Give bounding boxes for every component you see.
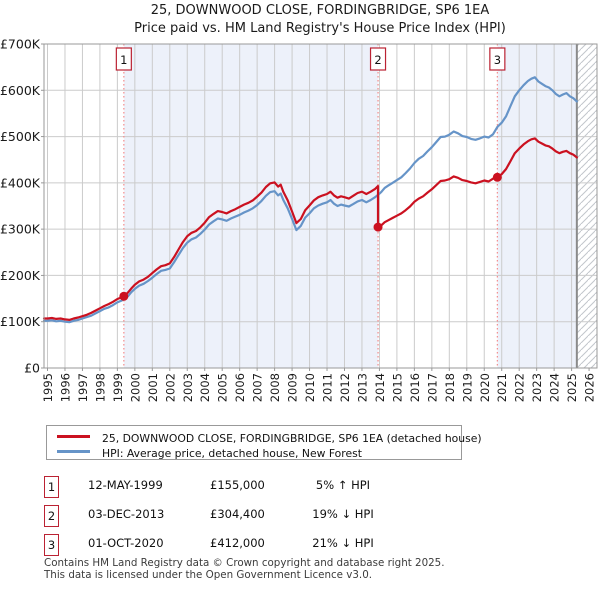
transaction-2-date: 03-DEC-2013 xyxy=(88,507,165,521)
transaction-3-numbox: 3 xyxy=(44,534,59,556)
y-tick-label: £500K xyxy=(0,129,41,144)
y-tick-label: £400K xyxy=(0,175,41,190)
x-tick-label: 2021 xyxy=(495,373,509,402)
x-tick-label: 1998 xyxy=(93,373,107,402)
x-tick-label: 1996 xyxy=(58,373,72,402)
x-tick-label: 2003 xyxy=(181,373,195,402)
y-tick-label: £300K xyxy=(0,222,41,237)
transaction-1-price: £155,000 xyxy=(210,478,265,492)
x-tick-label: 2024 xyxy=(548,373,562,402)
x-tick-label: 2008 xyxy=(268,373,282,402)
sale-point-dot xyxy=(492,172,502,182)
x-tick-label: 2017 xyxy=(425,373,439,402)
transaction-3-price: £412,000 xyxy=(210,536,265,550)
transaction-row-2: 2 03-DEC-2013 £304,400 19% ↓ HPI xyxy=(0,505,600,528)
sale-marker-number: 2 xyxy=(374,53,381,67)
hpi-line xyxy=(42,76,578,324)
transaction-2-hpi-diff: 19% ↓ HPI xyxy=(312,507,374,521)
x-tick-label: 2009 xyxy=(286,373,300,402)
hpi-line-swatch xyxy=(57,449,90,453)
legend-row-property: 25, DOWNWOOD CLOSE, FORDINGBRIDGE, SP6 1… xyxy=(47,429,482,445)
transaction-1-hpi-diff: 5% ↑ HPI xyxy=(315,478,371,492)
y-tick-label: £0 xyxy=(24,361,40,376)
sale-marker-box xyxy=(489,47,506,71)
x-tick-label: 2013 xyxy=(355,373,369,402)
chart-subtitle: Price paid vs. HM Land Registry's House … xyxy=(134,21,506,36)
chart-legend: 25, DOWNWOOD CLOSE, FORDINGBRIDGE, SP6 1… xyxy=(46,425,482,460)
legend-label-property: 25, DOWNWOOD CLOSE, FORDINGBRIDGE, SP6 1… xyxy=(102,432,482,445)
chart-title: 25, DOWNWOOD CLOSE, FORDINGBRIDGE, SP6 1… xyxy=(150,3,490,18)
sale-point-dot xyxy=(373,222,383,232)
x-tick-label: 2016 xyxy=(408,373,422,402)
transaction-3-date: 01-OCT-2020 xyxy=(88,536,164,550)
y-tick-label: £200K xyxy=(0,268,41,283)
y-tick-label: £100K xyxy=(0,314,41,329)
legend-label-hpi: HPI: Average price, detached house, New … xyxy=(102,447,362,460)
x-tick-label: 1997 xyxy=(76,373,90,402)
transaction-row-3: 3 01-OCT-2020 £412,000 21% ↓ HPI xyxy=(0,534,600,557)
sale-marker-box xyxy=(369,47,387,71)
x-tick-label: 2025 xyxy=(565,373,579,402)
x-tick-label: 2000 xyxy=(128,373,142,402)
x-tick-label: 2026 xyxy=(583,373,597,402)
plot-border xyxy=(43,43,598,369)
transaction-2-numbox: 2 xyxy=(44,505,59,527)
x-tick-label: 2018 xyxy=(443,373,457,402)
transaction-1-numbox: 1 xyxy=(44,476,59,498)
transaction-3-hpi-diff: 21% ↓ HPI xyxy=(312,536,374,550)
x-tick-label: 2001 xyxy=(146,373,160,402)
x-tick-label: 1995 xyxy=(41,373,55,402)
future-hatch-region xyxy=(576,44,597,368)
sale-marker-number: 3 xyxy=(494,53,501,67)
y-tick-label: £600K xyxy=(0,83,41,98)
x-tick-label: 2005 xyxy=(216,373,230,402)
x-tick-label: 2006 xyxy=(233,373,247,402)
x-tick-label: 2019 xyxy=(460,373,474,402)
x-tick-label: 2015 xyxy=(390,373,404,402)
sale-marker-box xyxy=(115,47,132,71)
license-line-2: This data is licensed under the Open Gov… xyxy=(44,568,373,581)
x-tick-label: 2020 xyxy=(478,373,492,402)
price-chart: 1 2 3 £0 £100K £200K £300K £400K £500K £600K £700K… xyxy=(0,37,598,402)
license-line-1: Contains HM Land Registry data © Crown c… xyxy=(44,557,445,569)
x-tick-label: 2002 xyxy=(163,373,177,402)
x-tick-label: 2007 xyxy=(251,373,265,402)
y-tick-label: £700K xyxy=(0,37,41,52)
sale-point-dot xyxy=(119,291,129,301)
x-tick-label: 2010 xyxy=(303,373,317,402)
license-note: Contains HM Land Registry data © Crown c… xyxy=(44,557,445,581)
x-tick-label: 2023 xyxy=(530,373,544,402)
sale-marker-number: 1 xyxy=(120,53,127,67)
property-line-swatch xyxy=(57,434,90,438)
legend-row-hpi: HPI: Average price, detached house, New … xyxy=(47,444,461,460)
x-tick-label: 2011 xyxy=(321,373,335,402)
transaction-2-price: £304,400 xyxy=(210,507,265,521)
x-tick-label: 1999 xyxy=(111,373,125,402)
x-tick-label: 2004 xyxy=(198,373,212,402)
transaction-row-1: 1 12-MAY-1999 £155,000 5% ↑ HPI xyxy=(0,476,600,499)
x-tick-label: 2022 xyxy=(513,373,527,402)
transaction-1-date: 12-MAY-1999 xyxy=(88,478,163,492)
x-tick-label: 2012 xyxy=(338,373,352,402)
x-tick-label: 2014 xyxy=(373,373,387,402)
